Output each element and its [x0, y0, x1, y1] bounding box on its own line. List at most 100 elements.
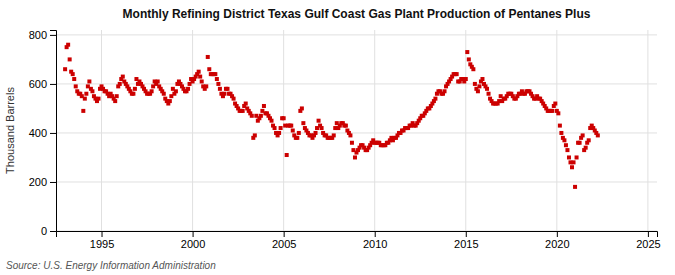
point	[295, 136, 299, 140]
tick-label: 0	[41, 225, 47, 237]
point	[253, 133, 257, 137]
point	[241, 109, 245, 113]
point	[81, 109, 85, 113]
tick-mark	[193, 231, 194, 237]
tick: 2020	[545, 231, 569, 250]
point	[320, 126, 324, 130]
tick: 1995	[90, 231, 114, 250]
points	[63, 43, 600, 189]
point	[559, 131, 563, 135]
axis-line	[50, 31, 57, 232]
tick-label: 600	[29, 78, 47, 90]
tick-mark	[102, 231, 103, 237]
point	[213, 72, 217, 76]
point	[259, 114, 263, 118]
tick-label: 200	[29, 176, 47, 188]
point	[300, 106, 304, 110]
point	[87, 79, 91, 83]
point	[301, 121, 305, 125]
tick-mark	[375, 231, 376, 237]
grid-line	[56, 83, 657, 84]
tick: 2010	[363, 231, 387, 250]
point	[72, 77, 76, 81]
point	[477, 84, 481, 88]
grid-line	[56, 34, 657, 35]
point	[84, 92, 88, 96]
point	[270, 119, 274, 123]
point	[471, 67, 475, 71]
point	[118, 82, 122, 86]
point	[297, 131, 301, 135]
tick-mark	[50, 84, 56, 85]
point	[578, 141, 582, 145]
tick-label: 2000	[181, 238, 205, 250]
tick-mark	[648, 231, 649, 237]
point	[553, 102, 557, 106]
point	[96, 97, 100, 101]
point	[244, 102, 248, 106]
point	[71, 72, 75, 76]
tick: 2000	[181, 231, 205, 250]
grid-line	[283, 30, 284, 231]
point	[206, 55, 210, 59]
point	[562, 138, 566, 142]
point	[572, 160, 576, 164]
point	[83, 97, 87, 101]
y-axis-label: Thousand Barrels	[4, 87, 16, 174]
grid-line	[56, 181, 657, 182]
grid-line	[374, 30, 375, 231]
point	[113, 99, 117, 103]
tick: 2005	[272, 231, 296, 250]
point	[168, 99, 172, 103]
title: Monthly Refining District Texas Gulf Coa…	[123, 7, 591, 21]
tick: 600	[29, 78, 56, 90]
point	[115, 94, 119, 98]
tick-mark	[50, 35, 56, 36]
tick-mark	[466, 231, 467, 237]
point	[186, 87, 190, 91]
point	[156, 79, 160, 83]
point	[344, 124, 348, 128]
grid-line	[556, 30, 557, 231]
grid-line	[56, 132, 657, 133]
point	[465, 50, 469, 54]
point	[207, 67, 211, 71]
tick-mark	[557, 231, 558, 237]
tick-mark	[284, 231, 285, 237]
tick: 800	[29, 29, 56, 41]
point	[584, 146, 588, 150]
point	[90, 89, 94, 93]
plot: 1995 2000 2005 2010 2015 2020 2025 0 200 400 600 80…	[29, 29, 661, 250]
point	[282, 116, 286, 120]
point	[567, 155, 571, 159]
tick-label: 2015	[454, 238, 478, 250]
point	[480, 77, 484, 81]
x-axis: 1995 2000 2005 2010 2015 2020 2025	[57, 231, 661, 250]
point	[222, 92, 226, 96]
tick-label: 2020	[545, 238, 569, 250]
point	[596, 133, 600, 137]
point	[198, 75, 202, 79]
point	[575, 155, 579, 159]
point	[476, 89, 480, 93]
point	[291, 129, 295, 133]
point	[262, 104, 266, 108]
point	[464, 77, 468, 81]
axis-line	[57, 232, 658, 238]
point	[581, 133, 585, 137]
point	[133, 87, 137, 91]
tick: 400	[29, 127, 56, 139]
point	[74, 84, 78, 88]
tick: 0	[41, 225, 56, 237]
tick: 2025	[636, 231, 660, 250]
point	[204, 84, 208, 88]
point	[250, 114, 254, 118]
point	[162, 92, 166, 96]
source-note: Source: U.S. Energy Information Administ…	[6, 260, 216, 271]
point	[200, 79, 204, 83]
point	[558, 124, 562, 128]
point	[353, 155, 357, 159]
point	[131, 92, 135, 96]
point	[314, 131, 318, 135]
point	[556, 111, 560, 115]
